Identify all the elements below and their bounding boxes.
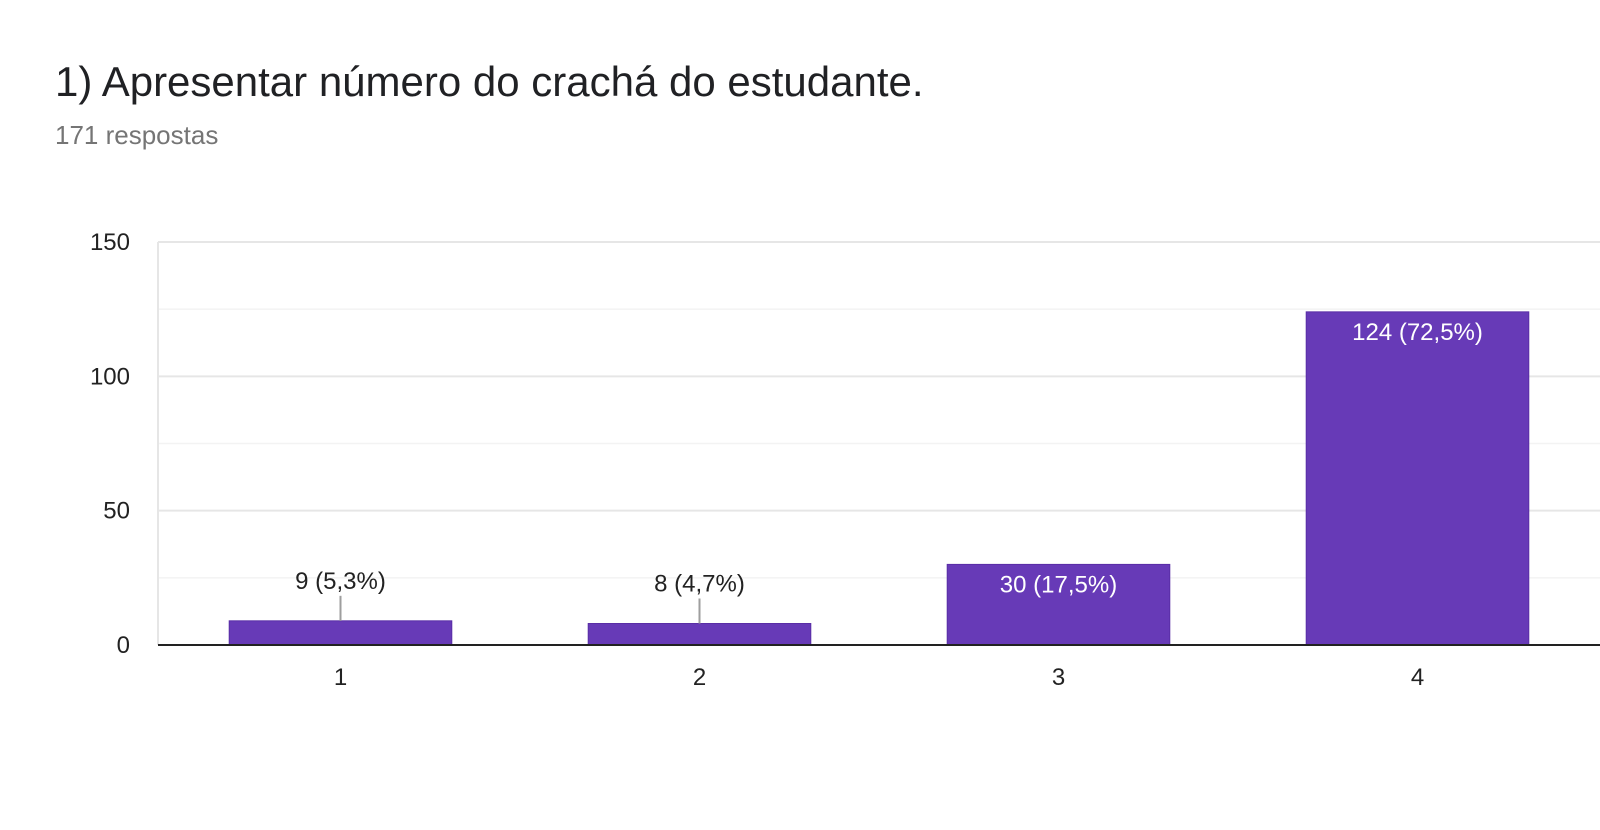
data-label: 8 (4,7%): [654, 571, 745, 598]
bar: [1305, 311, 1530, 646]
bar: [587, 623, 812, 646]
x-tick-label: 3: [1052, 664, 1065, 691]
data-label: 30 (17,5%): [1000, 571, 1117, 598]
bar: [228, 620, 453, 646]
y-tick-label: 50: [103, 498, 130, 525]
x-tick-label: 1: [334, 664, 347, 691]
bar: [946, 563, 1171, 646]
y-tick-label: 150: [90, 229, 130, 256]
response-count: 171 respostas: [55, 120, 219, 150]
x-tick-label: 4: [1411, 664, 1424, 691]
data-label: 124 (72,5%): [1352, 319, 1483, 346]
data-label: 9 (5,3%): [295, 568, 386, 595]
chart-title: 1) Apresentar número do crachá do estuda…: [55, 58, 924, 105]
y-tick-label: 0: [117, 632, 130, 659]
y-tick-label: 100: [90, 363, 130, 390]
x-tick-label: 2: [693, 664, 706, 691]
